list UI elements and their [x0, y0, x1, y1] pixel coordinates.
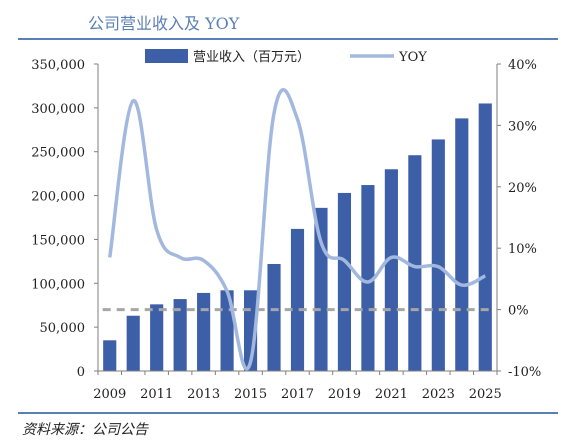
bar-2022 [408, 155, 422, 371]
y-left-tick-label: 300,000 [31, 102, 85, 117]
yoy-line [108, 87, 487, 371]
bar-2019 [337, 192, 352, 371]
y-right-tick-label: 30% [508, 119, 537, 134]
y-left-tick-label: 50,000 [40, 321, 86, 336]
x-tick-label: 2015 [234, 387, 267, 402]
bar-2013 [197, 292, 211, 371]
x-tick-label: 2023 [422, 387, 455, 402]
bar-2010 [126, 315, 140, 371]
legend-bar-swatch [145, 49, 188, 63]
chart-title: 公司营业收入及 YOY [88, 14, 240, 33]
bar-2011 [150, 304, 164, 371]
x-tick-label: 2021 [375, 387, 408, 402]
y-left-tick-label: 0 [77, 365, 85, 380]
title-rule [18, 38, 558, 40]
bar-2023 [431, 139, 445, 371]
x-tick-label: 2019 [328, 387, 361, 402]
axes: 0 50,000 100,000 150,000 200,000 250,000 300,0… [31, 58, 541, 402]
bar-2017 [290, 228, 305, 371]
bar-2020 [361, 185, 375, 371]
legend-bar-label: 营业收入（百万元） [193, 50, 310, 65]
x-tick-label: 2025 [469, 387, 502, 402]
x-tick-label: 2017 [281, 387, 314, 402]
y-right-tick-label: 0% [508, 304, 529, 319]
bar-2018 [314, 207, 328, 371]
y-right-tick-label: 20% [508, 181, 537, 196]
bar-2009 [103, 340, 117, 371]
legend-line-label: YOY [398, 50, 427, 65]
source-rule [18, 412, 558, 414]
y-right-tick-label: 40% [508, 58, 537, 73]
x-tick-label: 2009 [93, 387, 126, 402]
source-note: 资料来源：公司公告 [22, 422, 148, 438]
y-left-tick-label: 250,000 [31, 146, 85, 161]
y-right-tick-label: 10% [508, 242, 537, 257]
x-tick-label: 2013 [187, 387, 220, 402]
bar-series [103, 103, 492, 371]
y-left-tick-label: 350,000 [31, 58, 85, 73]
bar-2016 [267, 263, 281, 371]
y-left-tick-label: 200,000 [31, 190, 85, 205]
bar-2021 [384, 169, 398, 371]
bar-2024 [455, 118, 469, 371]
y-right-tick-label: -10% [508, 365, 541, 380]
line-series [108, 87, 487, 371]
y-left-tick-label: 150,000 [31, 233, 85, 248]
bar-2012 [173, 299, 187, 371]
y-left-tick-label: 100,000 [31, 277, 85, 292]
legend: 营业收入（百万元） YOY [145, 49, 427, 65]
x-tick-label: 2011 [140, 387, 173, 402]
bar-2025 [478, 103, 492, 371]
